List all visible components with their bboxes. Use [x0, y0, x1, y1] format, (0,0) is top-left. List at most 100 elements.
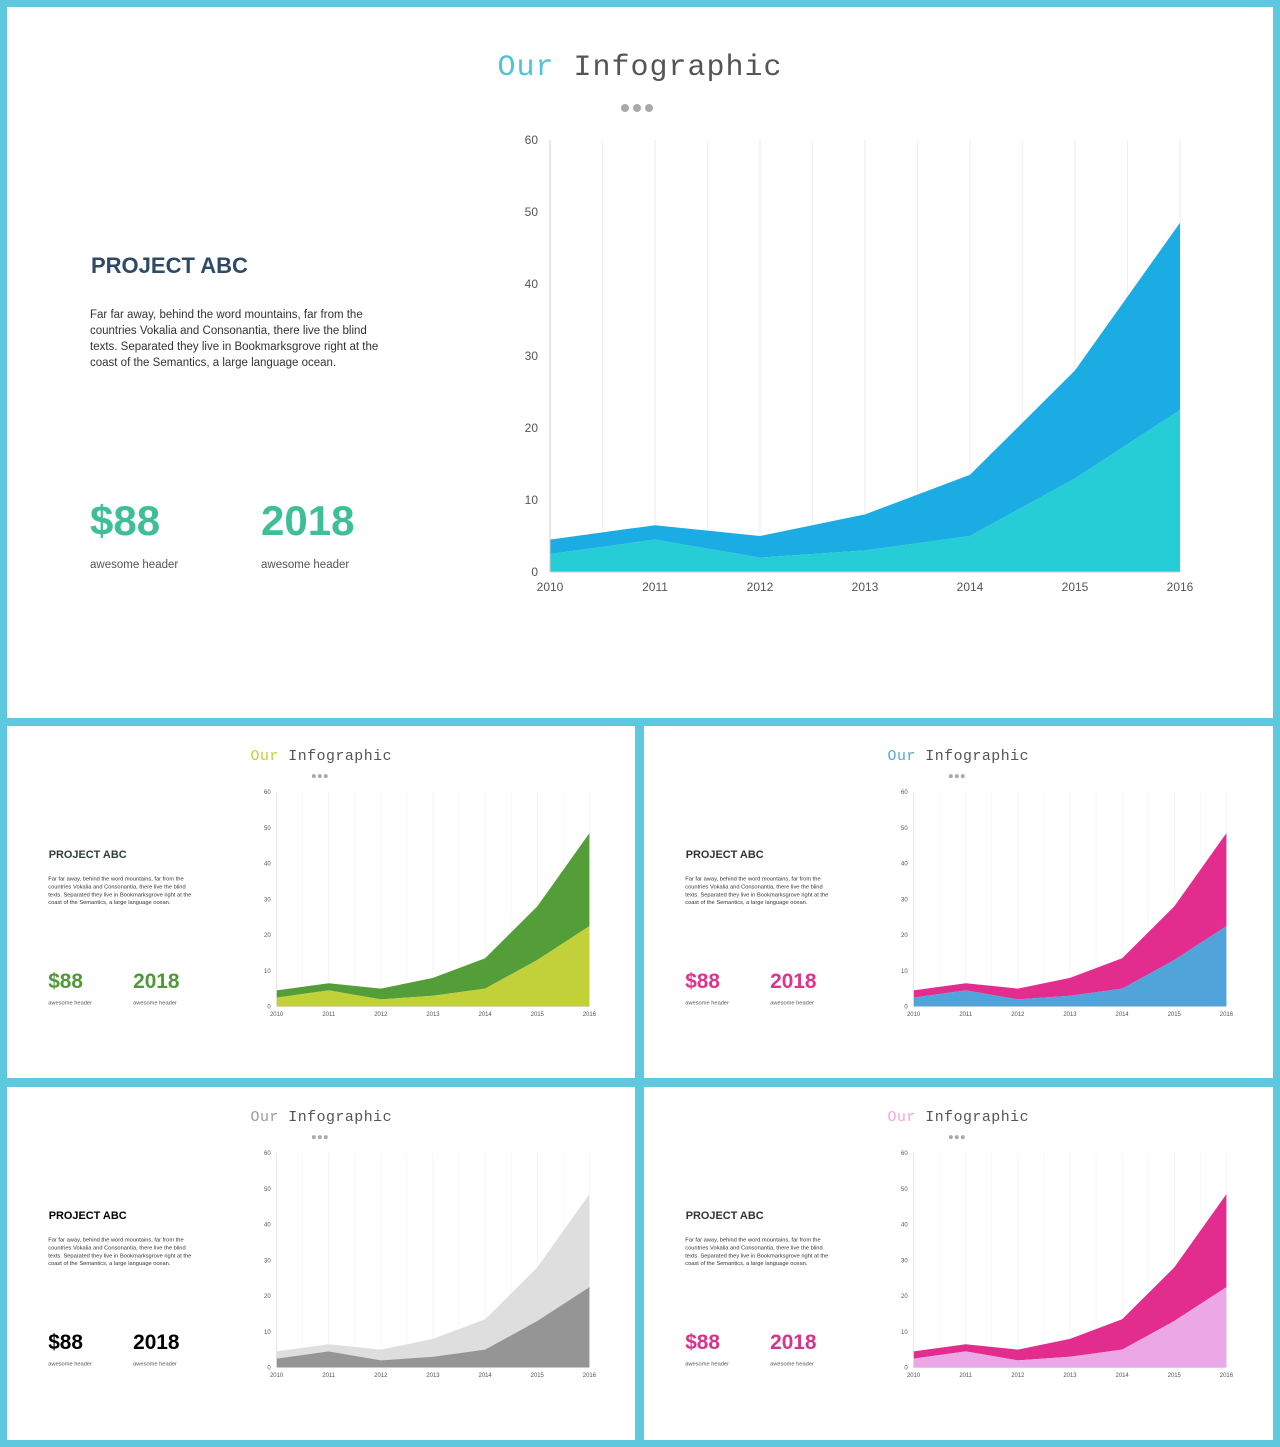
y-tick-label-60: 60 — [525, 133, 539, 147]
slide-content: Our Infographic PROJECT ABC Far far away… — [644, 726, 1273, 1078]
y-tick-label-50: 50 — [525, 205, 539, 219]
y-tick-label-40: 40 — [264, 1223, 271, 1229]
area-chart: 0 10 20 30 40 50 60 2010 2011 2012 2013 2014 2015 201… — [264, 1151, 597, 1379]
x-tick-label-2015: 2015 — [531, 1373, 545, 1379]
dots-icon — [311, 1133, 332, 1140]
x-tick-label-2012: 2012 — [1011, 1012, 1024, 1018]
y-tick-label-60: 60 — [264, 790, 271, 796]
slide-title: Our Infographic — [644, 748, 1273, 765]
x-tick-label-2010: 2010 — [907, 1373, 921, 1379]
x-tick-label-2011: 2011 — [642, 580, 668, 594]
project-description: Far far away, behind the word mountains,… — [685, 1236, 829, 1267]
slide-title: Our Infographic — [7, 1109, 635, 1126]
x-tick-label-2010: 2010 — [270, 1012, 284, 1018]
y-tick-label-10: 10 — [901, 969, 908, 975]
stat-price-label: awesome header — [685, 1000, 730, 1007]
x-tick-label-2013: 2013 — [852, 580, 879, 594]
stat-price-value: $88 — [90, 497, 161, 544]
area-chart: 0 10 20 30 40 50 60 2010 2011 2012 2013 2014 2015 201… — [901, 1151, 1234, 1379]
x-tick-label-2013: 2013 — [426, 1373, 440, 1379]
stat-year-label: awesome header — [770, 1361, 814, 1368]
slide-magenta-blue: Our Infographic PROJECT ABC Far far away… — [644, 726, 1273, 1078]
slide-magenta-pink: Our Infographic PROJECT ABC Far far away… — [644, 1087, 1273, 1440]
y-tick-label-0: 0 — [904, 1366, 908, 1372]
y-tick-label-40: 40 — [901, 862, 908, 868]
stat-price-label: awesome header — [685, 1361, 730, 1368]
y-tick-label-20: 20 — [901, 933, 908, 939]
dots-icon — [948, 772, 969, 779]
stat-year-value: 2018 — [261, 497, 355, 544]
area-series-top — [913, 833, 1227, 1000]
slide-title: Our Infographic — [7, 748, 635, 765]
area-chart: 0 10 20 30 40 50 60 2010 2011 2012 2013 2014 2015 201… — [525, 133, 1194, 594]
y-tick-label-20: 20 — [264, 933, 271, 939]
x-tick-label-2012: 2012 — [374, 1012, 387, 1018]
x-tick-label-2012: 2012 — [747, 580, 774, 594]
title-word-our: Our — [497, 51, 555, 85]
project-title: PROJECT ABC — [48, 848, 127, 861]
x-tick-label-2016: 2016 — [1220, 1373, 1234, 1379]
y-tick-label-20: 20 — [525, 421, 539, 435]
area-series-bottom — [913, 1287, 1227, 1368]
x-tick-label-2012: 2012 — [374, 1373, 387, 1379]
x-tick-label-2010: 2010 — [537, 580, 564, 594]
stat-price-value: $88 — [48, 969, 84, 993]
stat-year-label: awesome header — [261, 559, 350, 571]
y-tick-label-60: 60 — [901, 1151, 908, 1157]
y-tick-label-10: 10 — [901, 1330, 908, 1336]
y-tick-label-10: 10 — [264, 969, 271, 975]
project-title: PROJECT ABC — [685, 1209, 764, 1222]
area-chart: 0 10 20 30 40 50 60 2010 2011 2012 2013 2014 2015 201… — [901, 790, 1234, 1018]
x-tick-label-2011: 2011 — [959, 1012, 972, 1018]
x-tick-label-2016: 2016 — [1167, 580, 1194, 594]
area-series-bottom — [913, 926, 1227, 1007]
stat-year-label: awesome header — [133, 1361, 177, 1368]
x-tick-label-2011: 2011 — [959, 1373, 972, 1379]
y-tick-label-40: 40 — [901, 1223, 908, 1229]
x-tick-label-2014: 2014 — [1116, 1012, 1130, 1018]
y-tick-label-50: 50 — [901, 826, 908, 832]
x-tick-label-2014: 2014 — [479, 1373, 493, 1379]
title-word-our: Our — [887, 747, 916, 765]
x-tick-label-2010: 2010 — [907, 1012, 921, 1018]
y-tick-label-20: 20 — [901, 1294, 908, 1300]
x-tick-label-2016: 2016 — [583, 1373, 597, 1379]
slide-content: Our Infographic PROJECT ABC Far far away… — [7, 7, 1273, 718]
project-title: PROJECT ABC — [91, 253, 248, 278]
area-series-top — [276, 833, 590, 1000]
stat-year-value: 2018 — [770, 969, 817, 993]
y-tick-label-50: 50 — [264, 826, 271, 832]
y-tick-label-30: 30 — [901, 1258, 908, 1264]
area-series-bottom — [276, 926, 590, 1007]
y-tick-label-40: 40 — [264, 862, 271, 868]
y-tick-label-10: 10 — [264, 1330, 271, 1336]
area-series-top — [276, 1194, 590, 1361]
dots-icon — [311, 772, 332, 779]
slide-green: Our Infographic PROJECT ABC Far far away… — [7, 726, 635, 1078]
stat-year-value: 2018 — [770, 1330, 817, 1354]
x-tick-label-2016: 2016 — [583, 1012, 597, 1018]
y-tick-label-30: 30 — [264, 1258, 271, 1264]
x-tick-label-2015: 2015 — [1168, 1012, 1182, 1018]
project-title: PROJECT ABC — [685, 848, 764, 861]
stat-price-label: awesome header — [90, 559, 179, 571]
stat-price-value: $88 — [685, 1330, 721, 1354]
stat-year-value: 2018 — [133, 969, 180, 993]
y-tick-label-60: 60 — [264, 1151, 271, 1157]
project-description: Far far away, behind the word mountains,… — [685, 875, 829, 906]
area-series-top — [913, 1194, 1227, 1361]
x-tick-label-2015: 2015 — [1062, 580, 1089, 594]
y-tick-label-0: 0 — [904, 1005, 908, 1011]
stat-year-label: awesome header — [133, 1000, 177, 1007]
slide-large: Our Infographic PROJECT ABC Far far away… — [7, 7, 1273, 718]
x-tick-label-2012: 2012 — [1011, 1373, 1024, 1379]
stat-year-label: awesome header — [770, 1000, 814, 1007]
area-chart: 0 10 20 30 40 50 60 2010 2011 2012 2013 2014 2015 201… — [264, 790, 597, 1018]
y-tick-label-50: 50 — [264, 1187, 271, 1193]
y-tick-label-20: 20 — [264, 1294, 271, 1300]
project-description: Far far away, behind the word mountains,… — [48, 1236, 192, 1267]
slide-grey: Our Infographic PROJECT ABC Far far away… — [7, 1087, 635, 1440]
x-tick-label-2014: 2014 — [479, 1012, 493, 1018]
slide-title: Our Infographic — [644, 1109, 1273, 1126]
dots-icon — [621, 99, 661, 112]
